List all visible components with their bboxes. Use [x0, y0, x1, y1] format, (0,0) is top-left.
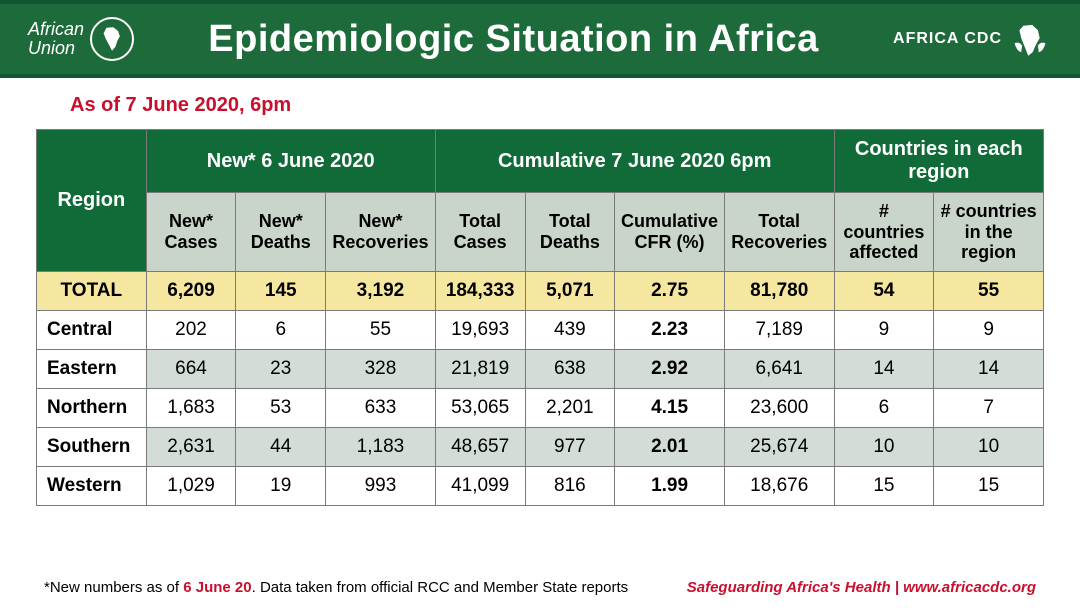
footer-note-date: 6 June 20	[183, 579, 251, 596]
cdc-logo-text: AFRICA CDC	[893, 30, 1002, 48]
cell-total-cases: 184,333	[435, 272, 525, 311]
cell-new-recov: 633	[326, 389, 436, 428]
cell-c-region: 15	[934, 467, 1044, 506]
cell-new-recov: 3,192	[326, 272, 436, 311]
cell-cfr: 2.92	[615, 350, 725, 389]
cell-total-recov: 6,641	[724, 350, 834, 389]
cell-c-region: 14	[934, 350, 1044, 389]
africa-map-icon	[90, 17, 134, 61]
cell-new-recov: 1,183	[326, 428, 436, 467]
au-logo-text: African Union	[28, 20, 84, 58]
cell-cfr: 2.23	[615, 311, 725, 350]
cell-total-recov: 81,780	[724, 272, 834, 311]
au-line1: African	[28, 20, 84, 39]
cell-new-cases: 6,209	[146, 272, 236, 311]
cell-c-region: 9	[934, 311, 1044, 350]
cell-new-deaths: 23	[236, 350, 326, 389]
col-group-new: New* 6 June 2020	[146, 130, 435, 193]
col-new-recov: New* Recoveries	[326, 193, 436, 272]
cell-c-affected: 14	[834, 350, 934, 389]
cell-total-deaths: 816	[525, 467, 615, 506]
cell-region: Central	[37, 311, 147, 350]
col-new-cases: New* Cases	[146, 193, 236, 272]
cell-total-deaths: 5,071	[525, 272, 615, 311]
cell-total-cases: 53,065	[435, 389, 525, 428]
cell-c-region: 55	[934, 272, 1044, 311]
table-row: Southern 2,631 44 1,183 48,657 977 2.01 …	[37, 428, 1044, 467]
cell-new-cases: 202	[146, 311, 236, 350]
footer-note-pre: *New numbers as of	[44, 579, 183, 596]
col-countries-affected: # countries affected	[834, 193, 934, 272]
cell-total-deaths: 977	[525, 428, 615, 467]
col-group-cumulative: Cumulative 7 June 2020 6pm	[435, 130, 834, 193]
cell-new-cases: 2,631	[146, 428, 236, 467]
footer-tagline: Safeguarding Africa's Health | www.afric…	[687, 579, 1036, 596]
cell-region: Eastern	[37, 350, 147, 389]
cell-total-cases: 48,657	[435, 428, 525, 467]
footer-note: *New numbers as of 6 June 20. Data taken…	[44, 579, 628, 596]
col-total-recov: Total Recoveries	[724, 193, 834, 272]
cell-cfr: 2.75	[615, 272, 725, 311]
cell-total-cases: 21,819	[435, 350, 525, 389]
footer-note-post: . Data taken from official RCC and Membe…	[252, 579, 629, 596]
cell-cfr: 4.15	[615, 389, 725, 428]
cell-c-region: 7	[934, 389, 1044, 428]
cell-new-deaths: 53	[236, 389, 326, 428]
cell-new-recov: 55	[326, 311, 436, 350]
cell-c-affected: 9	[834, 311, 934, 350]
header-bar: African Union Epidemiologic Situation in…	[0, 0, 1080, 78]
data-table-container: Region New* 6 June 2020 Cumulative 7 Jun…	[0, 129, 1080, 506]
cell-new-deaths: 145	[236, 272, 326, 311]
cell-total-recov: 25,674	[724, 428, 834, 467]
epidemiologic-table: Region New* 6 June 2020 Cumulative 7 Jun…	[36, 129, 1044, 506]
cell-c-affected: 15	[834, 467, 934, 506]
cell-new-deaths: 19	[236, 467, 326, 506]
cell-c-region: 10	[934, 428, 1044, 467]
cell-region: Northern	[37, 389, 147, 428]
table-row: Eastern 664 23 328 21,819 638 2.92 6,641…	[37, 350, 1044, 389]
cell-new-cases: 1,029	[146, 467, 236, 506]
col-region: Region	[37, 130, 147, 272]
table-row: TOTAL 6,209 145 3,192 184,333 5,071 2.75…	[37, 272, 1044, 311]
table-row: Northern 1,683 53 633 53,065 2,201 4.15 …	[37, 389, 1044, 428]
col-cfr: Cumulative CFR (%)	[615, 193, 725, 272]
cell-total-cases: 41,099	[435, 467, 525, 506]
cell-region: Southern	[37, 428, 147, 467]
cell-region: Western	[37, 467, 147, 506]
african-union-logo: African Union	[28, 17, 134, 61]
cell-cfr: 2.01	[615, 428, 725, 467]
cell-new-recov: 328	[326, 350, 436, 389]
as-of-date: As of 7 June 2020, 6pm	[0, 78, 1080, 129]
cell-total-cases: 19,693	[435, 311, 525, 350]
cell-total-recov: 18,676	[724, 467, 834, 506]
cell-new-recov: 993	[326, 467, 436, 506]
col-total-deaths: Total Deaths	[525, 193, 615, 272]
cell-new-cases: 1,683	[146, 389, 236, 428]
cell-total-recov: 23,600	[724, 389, 834, 428]
table-row: Central 202 6 55 19,693 439 2.23 7,189 9…	[37, 311, 1044, 350]
africa-cdc-logo: AFRICA CDC	[893, 17, 1052, 61]
col-countries-region: # countries in the region	[934, 193, 1044, 272]
cell-region: TOTAL	[37, 272, 147, 311]
cell-total-deaths: 2,201	[525, 389, 615, 428]
cell-c-affected: 6	[834, 389, 934, 428]
cell-total-recov: 7,189	[724, 311, 834, 350]
cell-c-affected: 10	[834, 428, 934, 467]
cell-new-deaths: 6	[236, 311, 326, 350]
col-total-cases: Total Cases	[435, 193, 525, 272]
col-group-countries: Countries in each region	[834, 130, 1043, 193]
footer: *New numbers as of 6 June 20. Data taken…	[0, 579, 1080, 596]
cdc-hands-icon	[1008, 17, 1052, 61]
cell-new-cases: 664	[146, 350, 236, 389]
col-new-deaths: New* Deaths	[236, 193, 326, 272]
cell-total-deaths: 638	[525, 350, 615, 389]
au-line2: Union	[28, 39, 84, 58]
cell-cfr: 1.99	[615, 467, 725, 506]
table-row: Western 1,029 19 993 41,099 816 1.99 18,…	[37, 467, 1044, 506]
cell-total-deaths: 439	[525, 311, 615, 350]
cell-new-deaths: 44	[236, 428, 326, 467]
cell-c-affected: 54	[834, 272, 934, 311]
page-title: Epidemiologic Situation in Africa	[208, 18, 818, 61]
